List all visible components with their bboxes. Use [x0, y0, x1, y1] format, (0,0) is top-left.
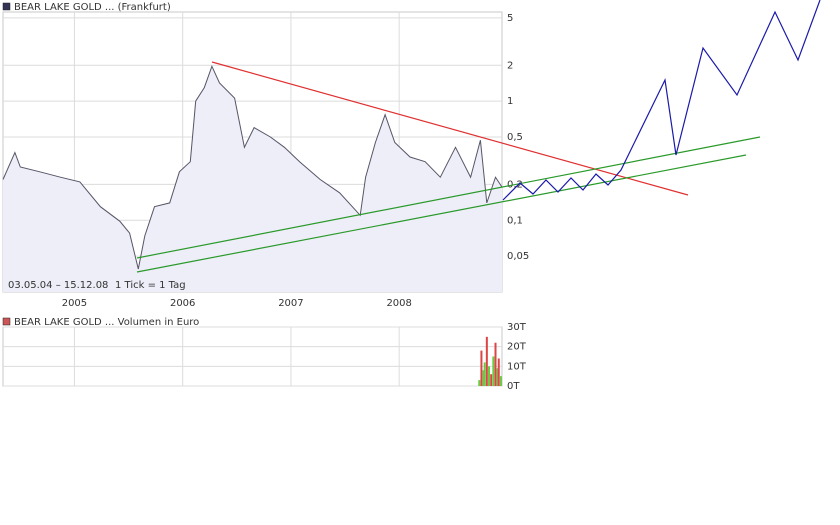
volume-bar — [496, 368, 499, 386]
y-tick-label: 2 — [507, 60, 513, 71]
x-tick-label: 2008 — [386, 298, 411, 309]
chart-layer: BEAR LAKE GOLD ... (Frankfurt)5210,50,20… — [2, 2, 529, 392]
support-line-upper — [136, 136, 761, 259]
legend-label: BEAR LAKE GOLD ... Volumen in Euro — [14, 317, 199, 328]
y-tick-label: 5 — [507, 13, 513, 24]
resistance-line — [211, 61, 689, 196]
plot-frame — [2, 326, 503, 387]
volume-bar — [478, 380, 481, 386]
y-tick-label: 0,05 — [507, 251, 529, 262]
x-tick-label: 2006 — [170, 298, 195, 309]
annotations — [136, 0, 821, 273]
tick-note: 1 Tick = 1 Tag — [115, 280, 186, 291]
support-line-lower — [136, 154, 747, 273]
price-line — [2, 64, 503, 270]
y-tick-label: 1 — [507, 96, 513, 107]
y-tick-label: 0,1 — [507, 215, 523, 226]
legend-label: BEAR LAKE GOLD ... (Frankfurt) — [14, 2, 171, 13]
volume-bar — [483, 362, 486, 386]
volume-bar — [492, 356, 495, 386]
y-tick-label: 0T — [507, 381, 520, 392]
x-tick-label: 2005 — [62, 298, 87, 309]
volume-bar — [488, 366, 491, 386]
y-tick-label: 0,5 — [507, 132, 523, 143]
volume-bar — [485, 336, 488, 386]
x-tick-label: 2007 — [278, 298, 303, 309]
volume-bar — [480, 350, 483, 386]
volume-bar — [499, 376, 502, 386]
volume-bar — [497, 358, 500, 386]
date-range: 03.05.04 – 15.12.08 — [8, 280, 108, 291]
projection-zigzag — [502, 0, 821, 201]
legend-swatch — [2, 317, 11, 326]
legend-swatch — [2, 2, 11, 11]
volume-bar — [490, 374, 493, 386]
y-tick-label: 20T — [507, 342, 527, 353]
price-area — [3, 66, 502, 292]
volume-bar — [494, 342, 497, 386]
volume-bar — [482, 370, 485, 386]
y-tick-label: 30T — [507, 322, 527, 333]
y-tick-label: 10T — [507, 361, 527, 372]
